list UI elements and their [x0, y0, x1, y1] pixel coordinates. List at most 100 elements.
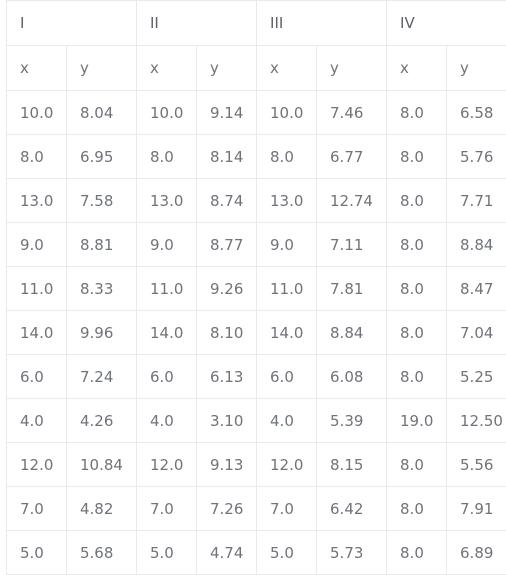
- table-cell-x: 9.0: [257, 223, 317, 267]
- table-cell-x: 8.0: [7, 135, 67, 179]
- table-cell-x: 8.0: [387, 223, 447, 267]
- table-cell-y: 6.13: [197, 355, 257, 399]
- table-cell-x: 14.0: [257, 311, 317, 355]
- table-cell-y: 9.96: [67, 311, 137, 355]
- table-cell-y: 8.04: [67, 91, 137, 135]
- table-cell-x: 13.0: [7, 179, 67, 223]
- table-cell-y: 4.26: [67, 399, 137, 443]
- table-cell-x: 8.0: [387, 531, 447, 575]
- column-header-y: y: [197, 46, 257, 91]
- table-cell-x: 7.0: [257, 487, 317, 531]
- table-cell-y: 6.77: [317, 135, 387, 179]
- column-header-y: y: [317, 46, 387, 91]
- table-cell-x: 11.0: [7, 267, 67, 311]
- table-cell-x: 7.0: [137, 487, 197, 531]
- column-header-y: y: [447, 46, 506, 91]
- table-cell-y: 12.74: [317, 179, 387, 223]
- table-cell-x: 8.0: [137, 135, 197, 179]
- table-cell-x: 8.0: [387, 311, 447, 355]
- table-cell-y: 6.95: [67, 135, 137, 179]
- column-header-x: x: [257, 46, 317, 91]
- column-header-x: x: [137, 46, 197, 91]
- table-cell-x: 8.0: [257, 135, 317, 179]
- table-cell-x: 12.0: [257, 443, 317, 487]
- table-cell-y: 8.47: [447, 267, 506, 311]
- table-cell-x: 11.0: [137, 267, 197, 311]
- table-cell-y: 7.81: [317, 267, 387, 311]
- table-cell-x: 11.0: [257, 267, 317, 311]
- table-cell-x: 8.0: [387, 443, 447, 487]
- group-header-ii: II: [137, 1, 257, 46]
- table-cell-x: 19.0: [387, 399, 447, 443]
- table-cell-y: 8.84: [317, 311, 387, 355]
- axis-header-row: x y x y x y x y: [7, 46, 506, 91]
- table-cell-y: 7.24: [67, 355, 137, 399]
- table-cell-y: 6.42: [317, 487, 387, 531]
- table-cell-y: 7.91: [447, 487, 506, 531]
- table-cell-y: 5.56: [447, 443, 506, 487]
- table-cell-x: 12.0: [7, 443, 67, 487]
- table-cell-y: 9.13: [197, 443, 257, 487]
- table-cell-y: 5.76: [447, 135, 506, 179]
- table-cell-y: 5.68: [67, 531, 137, 575]
- group-header-row: I II III IV: [7, 1, 506, 46]
- table-cell-x: 10.0: [7, 91, 67, 135]
- table-cell-x: 14.0: [137, 311, 197, 355]
- table-cell-y: 7.11: [317, 223, 387, 267]
- column-header-x: x: [7, 46, 67, 91]
- table-cell-y: 8.84: [447, 223, 506, 267]
- table-cell-y: 3.10: [197, 399, 257, 443]
- table-cell-x: 12.0: [137, 443, 197, 487]
- table-cell-x: 7.0: [7, 487, 67, 531]
- table-cell-y: 9.14: [197, 91, 257, 135]
- table-cell-x: 10.0: [137, 91, 197, 135]
- group-header-iv: IV: [387, 1, 506, 46]
- table-cell-x: 10.0: [257, 91, 317, 135]
- table-cell-y: 8.81: [67, 223, 137, 267]
- table-cell-y: 6.08: [317, 355, 387, 399]
- table-cell-x: 9.0: [7, 223, 67, 267]
- table-cell-x: 8.0: [387, 487, 447, 531]
- table-cell-y: 9.26: [197, 267, 257, 311]
- table-cell-y: 7.46: [317, 91, 387, 135]
- table-cell-x: 4.0: [257, 399, 317, 443]
- table-cell-y: 8.10: [197, 311, 257, 355]
- group-header-i: I: [7, 1, 137, 46]
- table-cell-y: 4.82: [67, 487, 137, 531]
- table-cell-y: 8.15: [317, 443, 387, 487]
- table-cell-x: 14.0: [7, 311, 67, 355]
- table-cell-y: 6.89: [447, 531, 506, 575]
- table-cell-x: 4.0: [7, 399, 67, 443]
- table-cell-y: 5.73: [317, 531, 387, 575]
- table-cell-y: 7.71: [447, 179, 506, 223]
- table-cell-y: 8.77: [197, 223, 257, 267]
- table-cell-x: 8.0: [387, 179, 447, 223]
- group-header-iii: III: [257, 1, 387, 46]
- table-cell-x: 5.0: [257, 531, 317, 575]
- table-cell-y: 4.74: [197, 531, 257, 575]
- table-cell-y: 7.58: [67, 179, 137, 223]
- column-header-y: y: [67, 46, 137, 91]
- table-cell-y: 8.74: [197, 179, 257, 223]
- table-cell-x: 13.0: [137, 179, 197, 223]
- table-cell-x: 8.0: [387, 355, 447, 399]
- table-cell-x: 8.0: [387, 135, 447, 179]
- table-cell-x: 4.0: [137, 399, 197, 443]
- table-cell-x: 5.0: [137, 531, 197, 575]
- table-cell-x: 9.0: [137, 223, 197, 267]
- table-cell-y: 5.39: [317, 399, 387, 443]
- table-cell-y: 7.04: [447, 311, 506, 355]
- column-header-x: x: [387, 46, 447, 91]
- table-cell-y: 8.33: [67, 267, 137, 311]
